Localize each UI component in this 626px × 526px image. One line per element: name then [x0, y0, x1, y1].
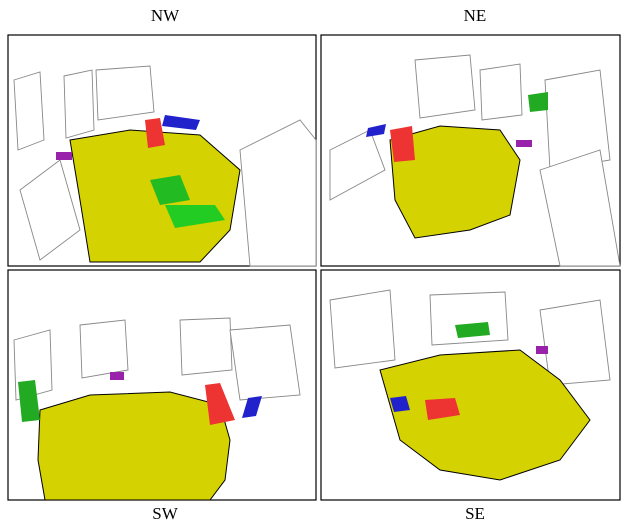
panel-label: SW — [152, 504, 178, 523]
page: NW NE SW SE — [0, 0, 626, 526]
floor-map — [38, 392, 230, 500]
wall — [415, 55, 475, 118]
object — [56, 152, 72, 160]
object — [536, 346, 548, 354]
panel-nw — [8, 35, 316, 266]
panel-label: SE — [465, 504, 485, 523]
chair — [390, 126, 415, 162]
panel-label: NE — [464, 6, 487, 25]
wall — [480, 64, 522, 120]
panel-label: NW — [151, 6, 180, 25]
object — [516, 140, 532, 147]
wall — [64, 70, 94, 138]
wall — [540, 300, 610, 385]
wall — [80, 320, 128, 378]
panel-ne — [321, 35, 620, 266]
figure: NW NE SW SE — [0, 0, 626, 526]
wall — [96, 66, 154, 120]
object — [110, 372, 124, 380]
wall — [180, 318, 232, 375]
wall — [230, 325, 300, 400]
wall — [330, 290, 395, 368]
panel-se — [321, 270, 620, 500]
wall — [14, 72, 44, 150]
table — [528, 92, 548, 112]
panel-sw — [8, 270, 316, 500]
wall — [430, 292, 508, 345]
floor-map — [70, 130, 240, 262]
